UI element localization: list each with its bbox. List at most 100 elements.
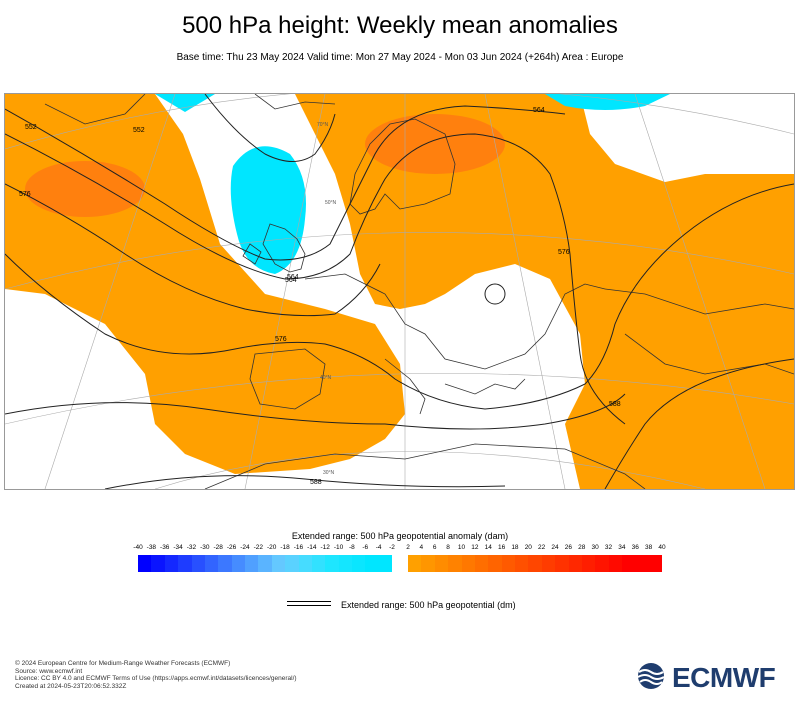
ecmwf-globe-icon — [637, 663, 665, 689]
colorbar-tick-label: 24 — [551, 544, 559, 551]
contour-label: 564 — [287, 274, 299, 281]
colorbar-tick-label: 18 — [511, 544, 519, 551]
graticule — [5, 94, 794, 489]
colorbar-swatch — [474, 555, 489, 572]
anomaly-map: 552 564 564 576 552 564 576 576 588 588 … — [4, 93, 795, 490]
colorbar-tick-label: 20 — [524, 544, 532, 551]
map-canvas: 552 564 564 576 552 564 576 576 588 588 … — [5, 94, 794, 489]
contour-low-marker — [484, 283, 506, 305]
lat-label: 50°N — [325, 200, 337, 206]
colorbar-tick-label: 26 — [564, 544, 573, 551]
contour-label: 576 — [558, 249, 570, 256]
colorbar-swatch — [271, 555, 286, 572]
colorbar-swatch — [541, 555, 556, 572]
colorbar-tick-label: -24 — [240, 544, 250, 551]
geopotential-contours — [5, 94, 794, 489]
contour-label: 576 — [19, 191, 31, 198]
colorbar-tick-label: 16 — [497, 544, 506, 551]
colorbar-swatch — [568, 555, 582, 572]
contour-label: 588 — [609, 401, 621, 408]
colorbar-swatch — [515, 555, 529, 572]
colorbar-swatch — [365, 555, 379, 572]
footer-licence: Licence: CC BY 4.0 and ECMWF Terms of Us… — [15, 675, 297, 682]
colorbar-swatch — [635, 555, 649, 572]
colorbar-swatch — [325, 555, 339, 572]
colorbar-swatch — [501, 555, 515, 572]
colorbar-swatch — [138, 555, 152, 572]
colorbar-tick-label: -26 — [226, 544, 237, 551]
contour-labels: 552 564 564 576 552 564 576 576 588 588 — [19, 107, 621, 486]
colorbar-tick-label: 38 — [645, 544, 653, 551]
colorbar-tick-label: 4 — [419, 544, 424, 551]
colorbar-swatch — [311, 555, 326, 572]
colorbar-swatch — [595, 555, 609, 572]
colorbar-positive — [408, 555, 663, 572]
colorbar-swatch — [448, 555, 462, 572]
contour-label: 564 — [285, 277, 297, 284]
colorbar-tick-label: 6 — [432, 544, 437, 551]
page-subtitle: Base time: Thu 23 May 2024 Valid time: M… — [176, 52, 624, 63]
colorbar-tick-label: -40 — [133, 544, 143, 551]
lat-label: 70°N — [317, 122, 329, 128]
colorbar-swatch — [231, 555, 245, 572]
contour-label: 564 — [533, 107, 545, 114]
colorbar-tick-label: -32 — [186, 544, 197, 551]
strong-positive-anomaly — [25, 114, 505, 217]
ecmwf-logo-text: ECMWF — [672, 662, 776, 693]
footer-created: Created at 2024-05-23T20:06:52.332Z — [15, 682, 127, 690]
colorbar-tick-label: -10 — [333, 544, 344, 551]
colorbar-tick-label: -36 — [160, 544, 170, 551]
colorbar-swatch — [151, 555, 165, 572]
footer-credits: © 2024 European Centre for Medium-Range … — [15, 660, 297, 690]
contour-label: 576 — [275, 336, 287, 343]
footer-copyright: © 2024 European Centre for Medium-Range … — [15, 660, 231, 667]
colorbar-swatch — [648, 555, 663, 572]
colorbar-tick-label: 22 — [538, 544, 546, 551]
colorbar-tick-label: 14 — [484, 544, 492, 551]
colorbar-tick-label: 32 — [604, 544, 613, 551]
colorbar-negative — [138, 555, 393, 572]
colorbar-tick-label: -22 — [253, 544, 264, 551]
colorbar-tick-label: -14 — [307, 544, 317, 551]
ecmwf-logo: ECMWF — [636, 661, 786, 693]
colorbar-swatch — [218, 555, 232, 572]
colorbar-tick-label: -12 — [320, 544, 330, 551]
colorbar-swatch — [608, 555, 622, 572]
page-title: 500 hPa height: Weekly mean anomalies — [182, 12, 618, 39]
colorbar-tick-label: 12 — [471, 544, 479, 551]
colorbar-tick-label: 10 — [457, 544, 466, 551]
colorbar-tick-label: -16 — [293, 544, 304, 551]
colorbar-tick-label: -34 — [173, 544, 183, 551]
colorbar-tick-label: -38 — [146, 544, 157, 551]
colorbar-tick-label: 34 — [618, 544, 626, 551]
contour-legend-line — [287, 601, 331, 606]
lat-label: 30°N — [323, 470, 335, 476]
colorbar-tick-label: -30 — [200, 544, 210, 551]
colorbar-tick-label: -2 — [389, 544, 395, 551]
colorbar-tick-label: -4 — [375, 544, 382, 551]
lat-label: 40°N — [320, 375, 332, 381]
colorbar-swatch — [245, 555, 259, 572]
latitude-labels: 70°N 50°N 40°N 30°N — [317, 122, 337, 476]
colorbar-tick-label: 30 — [591, 544, 599, 551]
colorbar-swatch — [488, 555, 502, 572]
colorbar-swatch — [164, 555, 179, 572]
colorbar-ticks: -40 -38 -36 -34 -32 -30 -28 -26 -24 -22 -20 -18 -16-… — [130, 544, 670, 556]
contour-label: 588 — [310, 479, 322, 486]
colorbar-tick-label: -6 — [362, 544, 369, 551]
colorbar-swatch — [408, 555, 422, 572]
colorbar-tick-label: 36 — [631, 544, 639, 551]
colorbar-swatch — [555, 555, 569, 572]
colorbar-swatch — [461, 555, 475, 572]
contour-label: 552 — [25, 124, 37, 131]
colorbar-swatch — [258, 555, 272, 572]
colorbar-swatch — [378, 555, 393, 572]
coastlines — [44, 94, 794, 489]
colorbar-swatch — [204, 555, 219, 572]
colorbar-tick-label: -8 — [349, 544, 355, 551]
colorbar-tick-label: -28 — [213, 544, 223, 551]
colorbar-swatch — [581, 555, 596, 572]
contour-label: 552 — [133, 127, 145, 134]
colorbar-swatch — [178, 555, 192, 572]
contour-legend-label: Extended range: 500 hPa geopotential (dm… — [341, 600, 516, 610]
